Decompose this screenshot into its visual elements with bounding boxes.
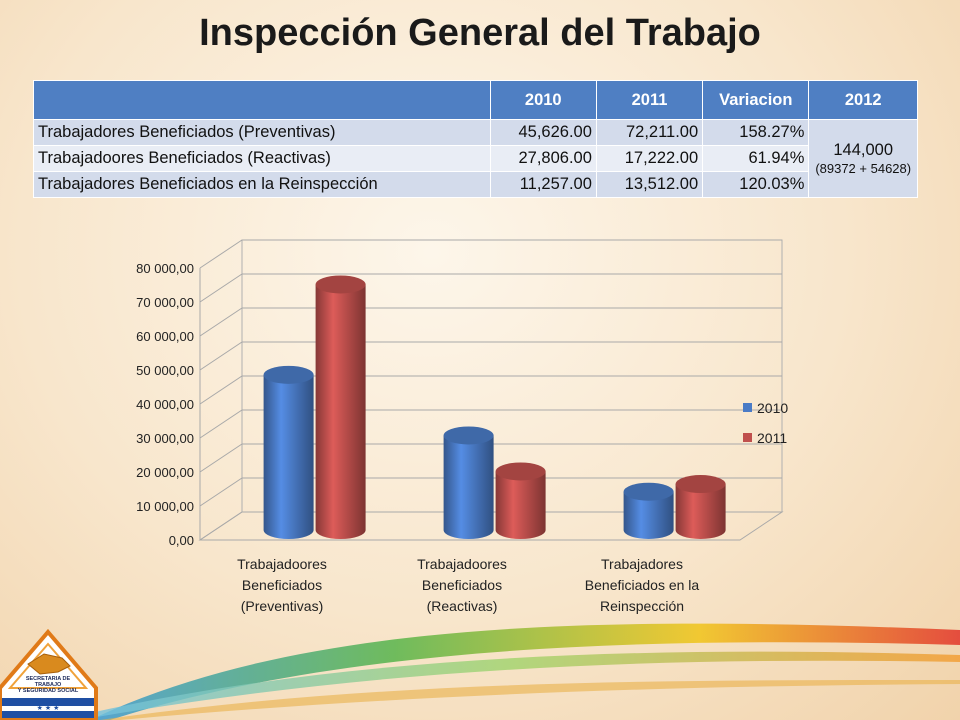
gridline <box>199 409 782 439</box>
x-tick-label: Beneficiados <box>242 577 322 593</box>
swoosh-band <box>60 651 960 720</box>
x-tick-label: Trabajadoores <box>237 556 327 572</box>
cell-2012-merged: 144,000 (89372 + 54628) <box>808 119 918 198</box>
bar-2011-1 <box>495 471 546 539</box>
header-2011: 2011 <box>595 80 704 120</box>
cell-2010: 27,806.00 <box>489 145 597 172</box>
header-blank <box>33 80 491 120</box>
x-tick-label: Beneficiados en la <box>585 577 700 593</box>
row-label: Trabajadores Beneficiados en la Reinspec… <box>33 171 491 198</box>
ministry-logo: SECRETARIA DE TRABAJO Y SEGURIDAD SOCIAL… <box>0 628 98 720</box>
table-row: Trabajadoores Beneficiados (Reactivas) 2… <box>33 145 918 172</box>
bar-chart: 0,00 10 000,00 20 000,00 30 000,00 40 000,00… <box>80 225 820 635</box>
bar-2011-2 <box>675 484 726 539</box>
cell-2012-note: (89372 + 54628) <box>815 160 912 176</box>
bar-top-2010-1 <box>443 426 494 445</box>
y-tick-label: 20 000,00 <box>136 465 194 480</box>
svg-text:TRABAJO: TRABAJO <box>35 682 62 688</box>
y-tick-label: 50 000,00 <box>136 363 194 378</box>
legend-label: 2010 <box>757 400 788 416</box>
header-2010: 2010 <box>489 80 597 120</box>
cell-2011: 17,222.00 <box>595 145 704 172</box>
gridline <box>199 477 782 507</box>
y-tick-label: 10 000,00 <box>136 499 194 514</box>
cell-2011: 13,512.00 <box>595 171 704 198</box>
page-title: Inspección General del Trabajo <box>199 12 761 54</box>
x-tick-label: Trabajadoores <box>417 556 507 572</box>
y-tick-label: 60 000,00 <box>136 329 194 344</box>
cell-2010: 11,257.00 <box>489 171 597 198</box>
decorative-swooshes: SECRETARIA DE TRABAJO Y SEGURIDAD SOCIAL… <box>0 623 960 720</box>
table-header-row: 2010 2011 Variacion 2012 <box>33 80 918 120</box>
bar-top-2011-2 <box>675 475 726 494</box>
cell-2010: 45,626.00 <box>489 119 597 146</box>
table-row: Trabajadores Beneficiados (Preventivas) … <box>33 119 918 198</box>
x-tick-label: (Preventivas) <box>241 598 323 614</box>
chart-floor <box>198 511 784 541</box>
table-row: Trabajadores Beneficiados en la Reinspec… <box>33 171 918 198</box>
gridline <box>199 443 782 473</box>
y-tick-label: 0,00 <box>169 533 194 548</box>
x-tick-label: Trabajadores <box>601 556 683 572</box>
gridline <box>199 341 782 371</box>
legend-label: 2011 <box>757 430 787 446</box>
cell-variacion: 61.94% <box>702 145 810 172</box>
header-variacion: Variacion <box>702 80 810 120</box>
cell-variacion: 120.03% <box>702 171 810 198</box>
gridline <box>199 273 782 303</box>
gridline <box>199 239 782 269</box>
bar-top-2010-0 <box>263 365 314 384</box>
svg-text:★ ★ ★: ★ ★ ★ <box>37 704 60 712</box>
bar-top-2010-2 <box>623 482 674 501</box>
swoosh-band <box>90 623 960 720</box>
y-tick-label: 30 000,00 <box>136 431 194 446</box>
y-tick-label: 40 000,00 <box>136 397 194 412</box>
svg-text:Y SEGURIDAD SOCIAL: Y SEGURIDAD SOCIAL <box>18 688 79 694</box>
y-tick-label: 70 000,00 <box>136 295 194 310</box>
legend-swatch <box>743 433 752 442</box>
legend-swatch <box>743 403 752 412</box>
x-tick-label: Reinspección <box>600 598 684 614</box>
header-2012: 2012 <box>808 80 918 120</box>
row-label: Trabajadores Beneficiados (Preventivas) <box>33 119 491 146</box>
bar-top-2011-1 <box>495 462 546 481</box>
y-tick-label: 80 000,00 <box>136 261 194 276</box>
cell-2012-total: 144,000 <box>833 141 894 160</box>
gridline <box>199 307 782 337</box>
bar-2011-0 <box>315 284 366 539</box>
summary-table: 2010 2011 Variacion 2012 Trabajadores Be… <box>33 80 918 198</box>
bar-2010-2 <box>623 491 674 539</box>
x-tick-label: (Reactivas) <box>427 598 498 614</box>
bar-2010-1 <box>443 435 494 539</box>
cell-variacion: 158.27% <box>702 119 810 146</box>
x-tick-label: Beneficiados <box>422 577 502 593</box>
row-label: Trabajadoores Beneficiados (Reactivas) <box>33 145 491 172</box>
gridline <box>199 375 782 405</box>
bar-top-2011-0 <box>315 275 366 294</box>
swoosh-band <box>100 680 960 720</box>
cell-2011: 72,211.00 <box>595 119 704 146</box>
bar-chart-svg: 0,00 10 000,00 20 000,00 30 000,00 40 000,00… <box>136 239 788 614</box>
svg-text:SECRETARIA DE: SECRETARIA DE <box>26 676 71 682</box>
bar-2010-0 <box>263 374 314 539</box>
